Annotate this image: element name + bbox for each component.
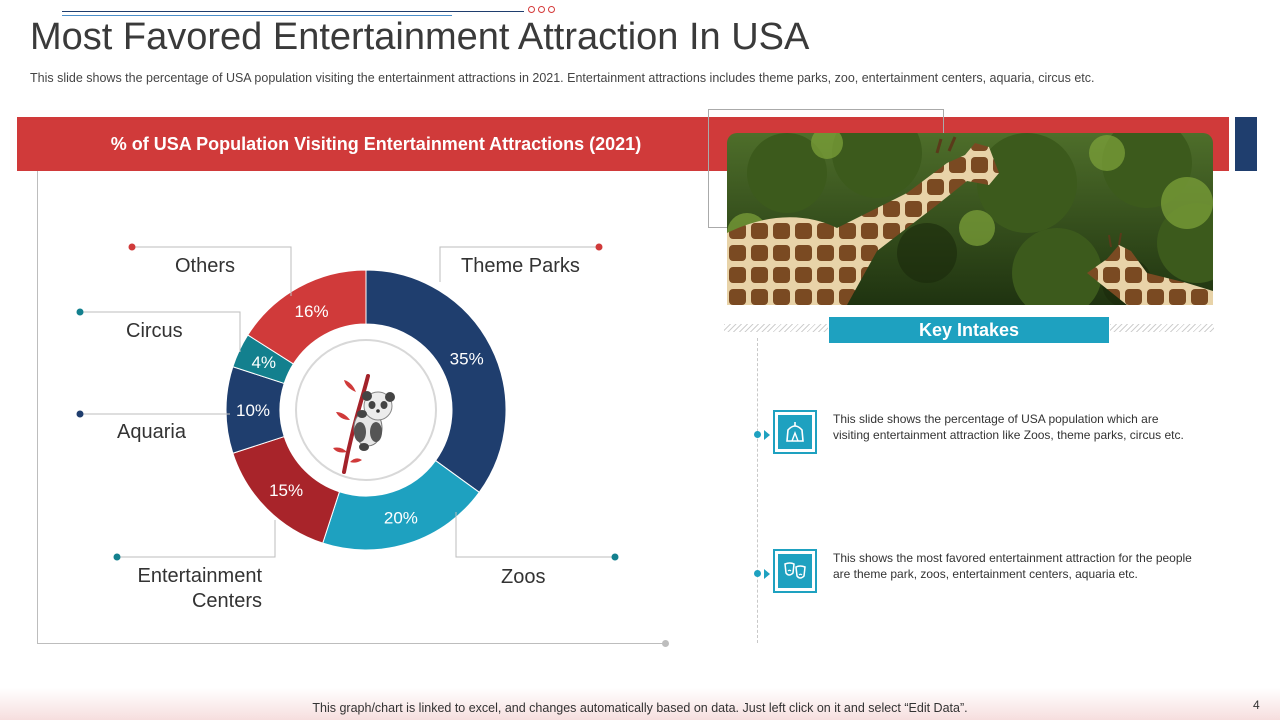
timeline-arrow-icon [764, 430, 770, 440]
timeline-arrow-icon [764, 569, 770, 579]
footer-band [0, 688, 1280, 720]
slide-subtitle: This slide shows the percentage of USA p… [30, 71, 1095, 85]
key-intakes-heading: Key Intakes [829, 317, 1109, 343]
key-intake-text-2: This shows the most favored entertainmen… [833, 551, 1192, 581]
value-label-entertainment-centers: 15% [269, 481, 303, 500]
chart-title: % of USA Population Visiting Entertainme… [110, 134, 642, 154]
callout-dot-theme-parks [595, 243, 603, 251]
chart-frame-dot [662, 640, 669, 647]
page-number: 4 [1253, 698, 1260, 712]
category-label-entertainment-centers: Entertainment Centers [137, 565, 262, 612]
chart-frame-bottom [37, 643, 665, 644]
timeline-dot [754, 431, 761, 438]
decoration-dot [548, 6, 555, 13]
category-label-aquaria: Aquaria [117, 421, 186, 443]
slide-title: Most Favored Entertainment Attraction In… [30, 16, 810, 58]
donut-slice-others [247, 269, 367, 365]
top-decoration-line-light [62, 15, 452, 16]
callout-lines [80, 246, 615, 558]
decoration-dot [538, 6, 545, 13]
category-label-zoos: Zoos [501, 566, 546, 588]
value-label-circus: 4% [251, 353, 276, 372]
value-label-others: 16% [295, 302, 329, 321]
donut-slices [225, 269, 507, 551]
top-decoration-dots [528, 6, 555, 18]
giraffe-photo [727, 133, 1213, 305]
donut-chart: 35% 20% 15% 10% 4% 16% [76, 243, 619, 561]
donut-slice-theme-parks [365, 269, 507, 493]
category-label-circus: Circus [126, 320, 183, 342]
top-decoration-line [62, 11, 524, 12]
panda-icon [333, 374, 395, 474]
decoration-dot [528, 6, 535, 13]
header-accent-block [1235, 117, 1257, 171]
category-label-others: Others [175, 255, 236, 277]
circus-tent-icon [773, 410, 817, 454]
callout-dot-circus [76, 308, 84, 316]
value-label-aquaria: 10% [236, 401, 270, 420]
key-intakes-hatch-right [1110, 324, 1214, 332]
callout-dot-zoos [611, 553, 619, 561]
footer-note: This graph/chart is linked to excel, and… [312, 701, 968, 715]
timeline-dot [754, 570, 761, 577]
value-label-theme-parks: 35% [450, 350, 484, 369]
value-labels: 35% 20% 15% 10% 4% 16% [236, 302, 484, 527]
callout-dot-aquaria [76, 410, 84, 418]
value-label-zoos: 20% [384, 508, 418, 527]
category-label-theme-parks: Theme Parks [461, 255, 580, 277]
chart-frame-left [37, 171, 38, 643]
callout-dot-entertainment-centers [113, 553, 121, 561]
key-intakes-timeline [757, 338, 758, 643]
key-intakes-hatch-left [724, 324, 828, 332]
callout-dot-others [128, 243, 136, 251]
key-intake-text-1: This slide shows the percentage of USA p… [833, 412, 1184, 442]
theater-masks-icon [773, 549, 817, 593]
